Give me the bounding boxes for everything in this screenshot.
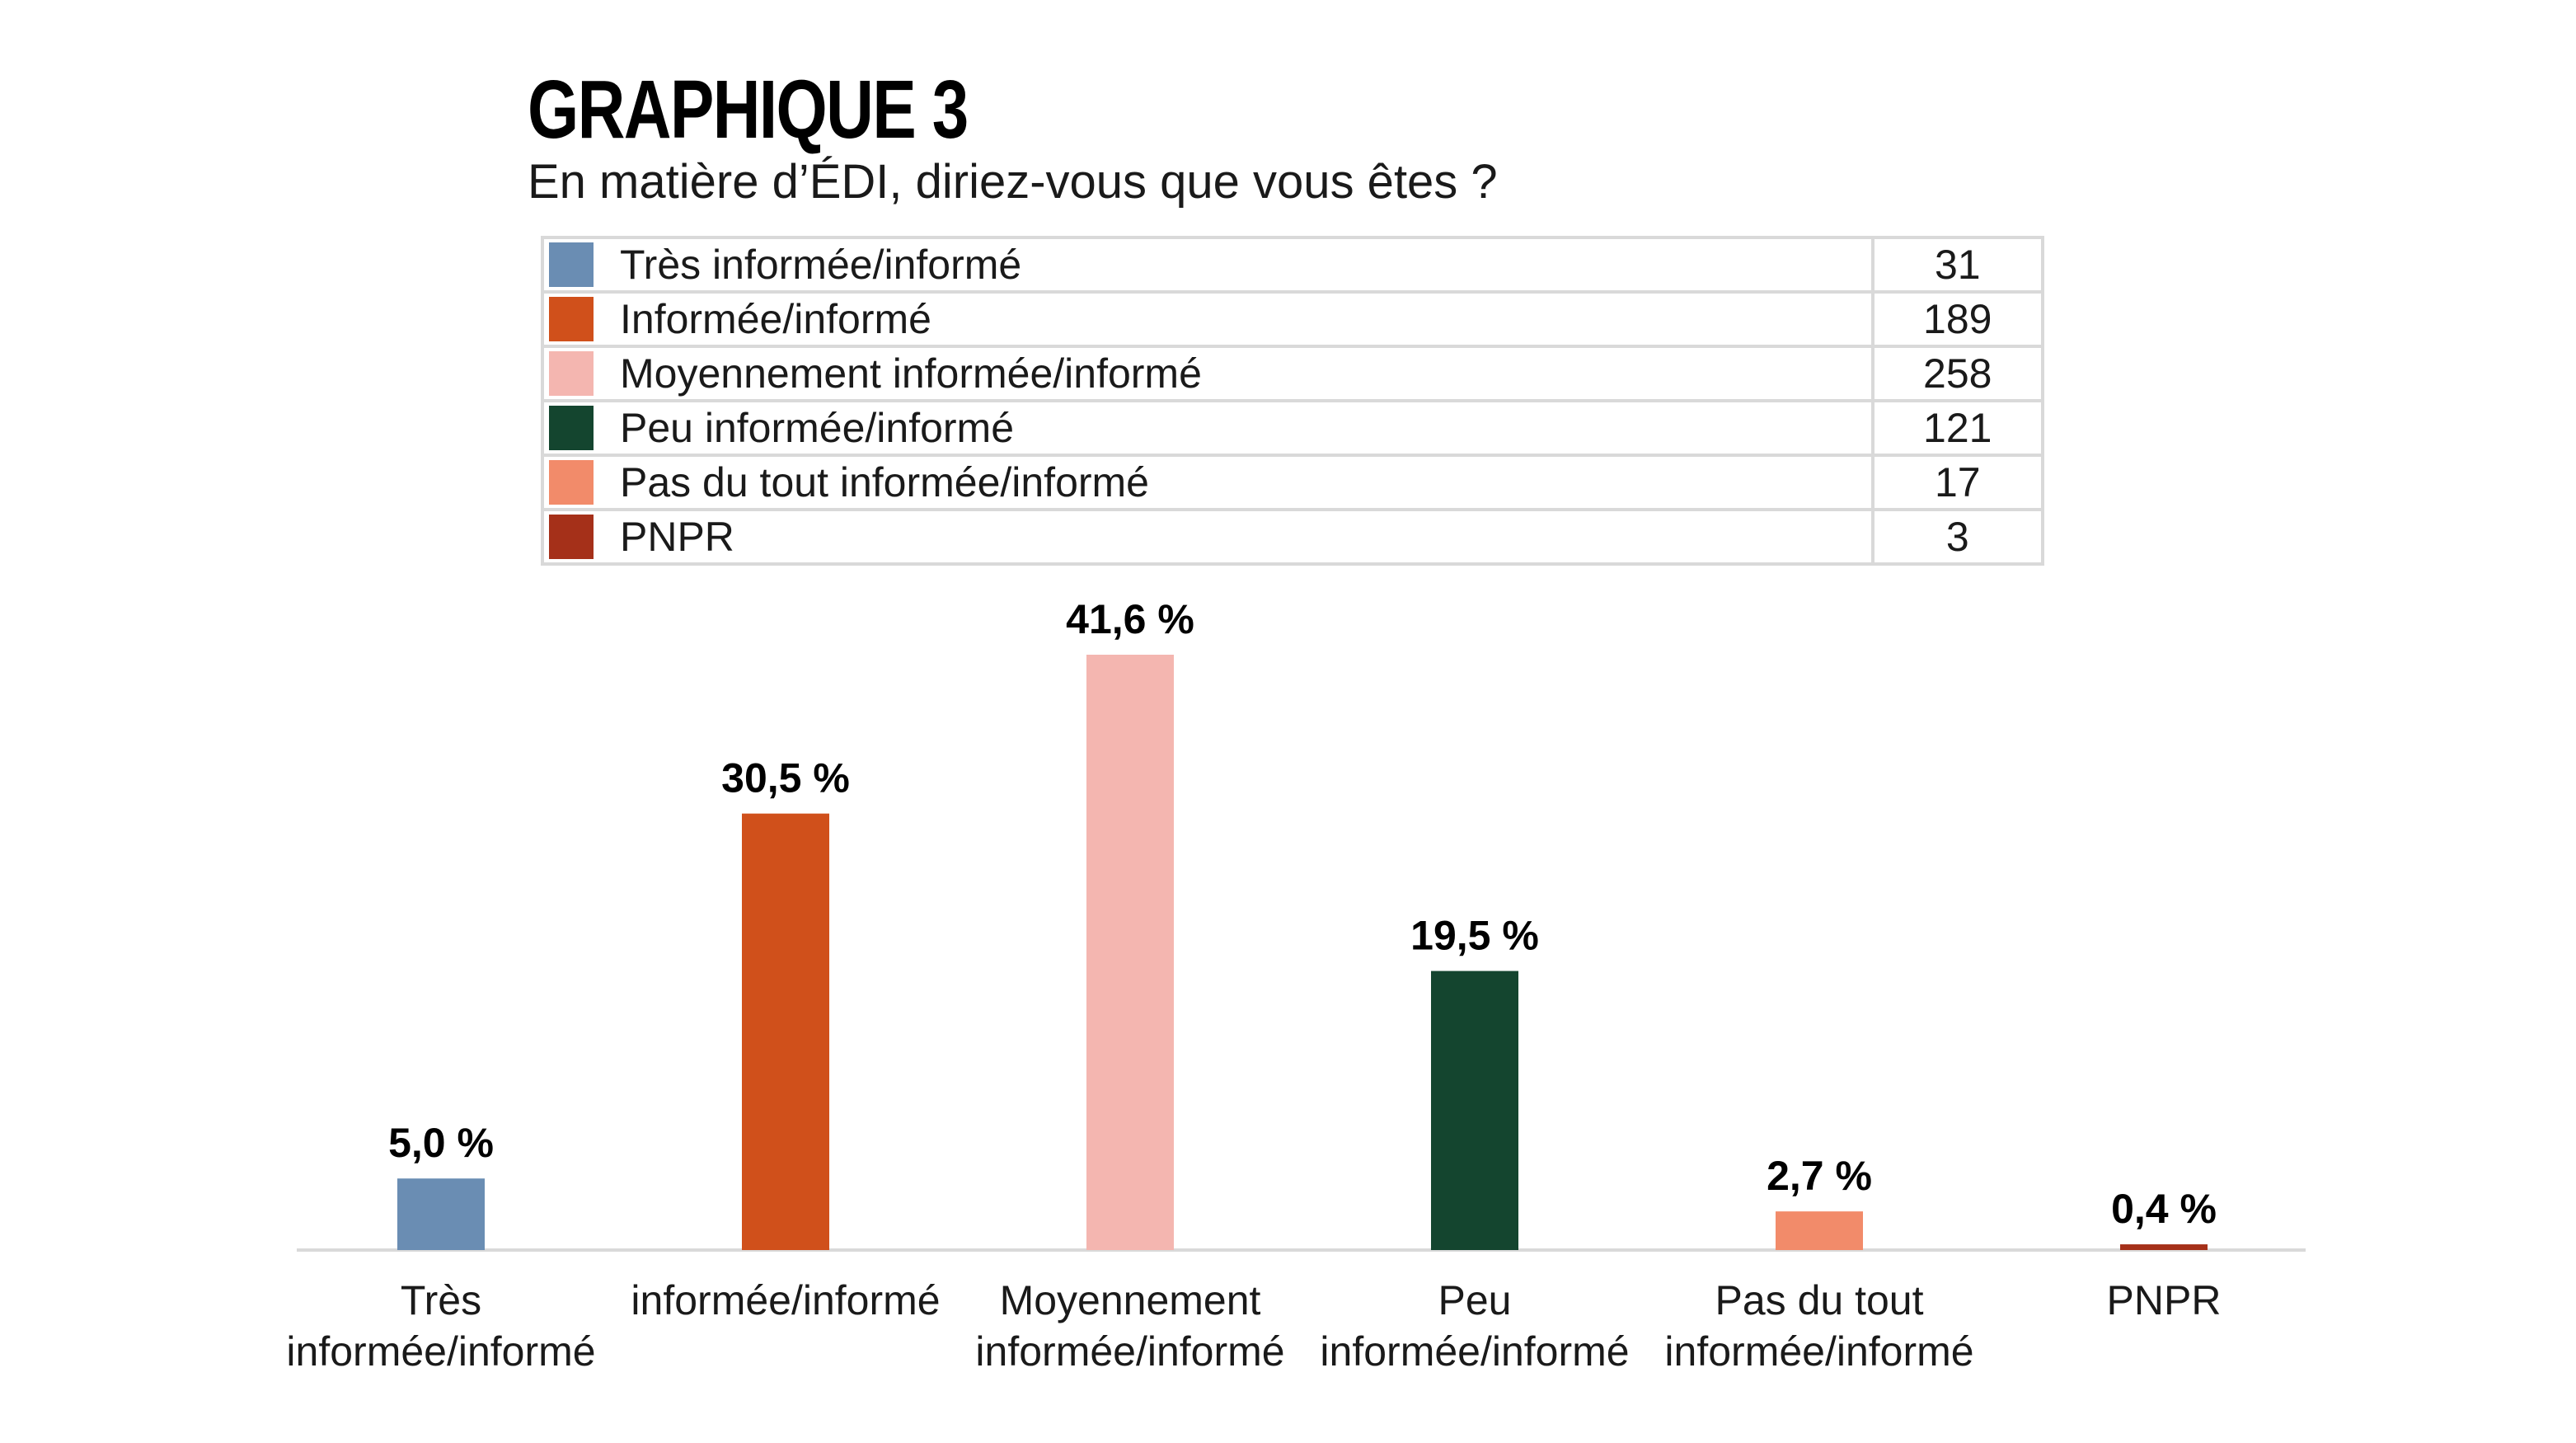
legend-label-cell: Pas du tout informée/informé	[541, 454, 1875, 511]
chart-title: GRAPHIQUE 3	[528, 63, 969, 156]
legend-swatch	[549, 405, 594, 450]
legend-label: PNPR	[620, 514, 734, 560]
legend-swatch	[549, 459, 594, 505]
legend-label: Peu informée/informé	[620, 405, 1015, 451]
bar	[1086, 655, 1174, 1250]
legend-label: Pas du tout informée/informé	[620, 459, 1149, 505]
legend-count: 189	[1870, 290, 2045, 348]
legend-swatch	[549, 350, 594, 396]
legend-row: Informée/informé 189	[541, 290, 2045, 348]
category-label: informée/informé	[1664, 1328, 1973, 1375]
legend-label-cell: Informée/informé	[541, 290, 1875, 348]
data-label: 2,7 %	[1767, 1153, 1872, 1199]
category-label: informée/informé	[286, 1328, 595, 1375]
legend-row: Peu informée/informé 121	[541, 399, 2045, 457]
bar	[397, 1178, 485, 1250]
bar	[2120, 1244, 2208, 1250]
bar	[1431, 971, 1518, 1250]
category-label: informée/informé	[631, 1277, 940, 1323]
legend-row: PNPR 3	[541, 508, 2045, 566]
data-label: 30,5 %	[721, 755, 850, 801]
legend-count: 31	[1870, 236, 2045, 294]
category-label: Moyennement	[1000, 1277, 1261, 1323]
legend-row: Moyennement informée/informé 258	[541, 345, 2045, 402]
legend-table: Très informée/informé 31 Informée/inform…	[541, 236, 2045, 566]
legend-count: 258	[1870, 345, 2045, 402]
data-label: 0,4 %	[2111, 1186, 2217, 1232]
legend-label: Très informée/informé	[620, 242, 1022, 288]
legend-count: 3	[1870, 508, 2045, 566]
legend-count: 17	[1870, 454, 2045, 511]
legend-label: Informée/informé	[620, 296, 931, 342]
data-label: 41,6 %	[1066, 596, 1194, 642]
legend-swatch	[549, 514, 594, 559]
legend-label-cell: PNPR	[541, 508, 1875, 566]
data-label: 19,5 %	[1410, 913, 1539, 959]
legend-label: Moyennement informée/informé	[620, 350, 1202, 397]
legend-label-cell: Très informée/informé	[541, 236, 1875, 294]
legend-row: Pas du tout informée/informé 17	[541, 454, 2045, 511]
legend-row: Très informée/informé 31	[541, 236, 2045, 294]
category-label: Peu	[1438, 1277, 1512, 1323]
category-label: Pas du tout	[1715, 1277, 1924, 1323]
legend-label-cell: Moyennement informée/informé	[541, 345, 1875, 402]
legend-count: 121	[1870, 399, 2045, 457]
data-label: 5,0 %	[388, 1120, 494, 1166]
legend-label-cell: Peu informée/informé	[541, 399, 1875, 457]
category-label: Très	[401, 1277, 481, 1323]
category-label: PNPR	[2107, 1277, 2222, 1323]
chart-subtitle: En matière d’ÉDI, diriez-vous que vous ê…	[528, 155, 1498, 209]
bar	[1776, 1211, 1863, 1250]
legend-swatch	[549, 296, 594, 341]
category-label: informée/informé	[1320, 1328, 1629, 1375]
legend-swatch	[549, 242, 594, 287]
category-label: informée/informé	[975, 1328, 1284, 1375]
bar	[742, 813, 829, 1250]
